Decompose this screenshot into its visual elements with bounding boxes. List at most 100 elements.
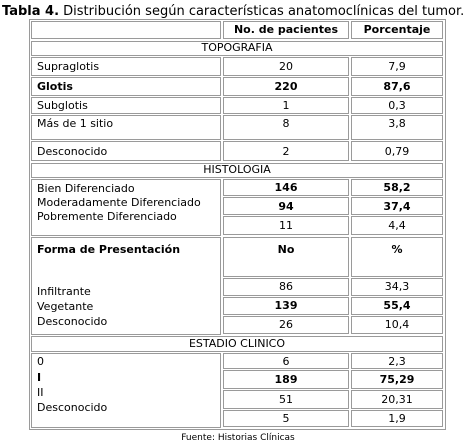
cell: [223, 216, 349, 235]
cell: [223, 21, 349, 39]
cell: [223, 141, 349, 161]
cell: [351, 390, 443, 409]
cell-value: 139: [274, 299, 298, 312]
row-label: Glotis: [37, 80, 73, 93]
cell: [223, 197, 349, 215]
cell: [31, 163, 443, 178]
cell-value: 37,4: [383, 200, 411, 213]
footer: Fuente: Historias Clínicas: [181, 433, 295, 443]
cell-value: 7,9: [388, 60, 406, 73]
cell: [223, 77, 349, 96]
cell-value: 34,3: [384, 280, 410, 293]
column-header: %: [391, 243, 403, 256]
row-label: Vegetante: [37, 300, 94, 313]
cell: [351, 278, 443, 296]
row-label: Subglotis: [37, 99, 88, 112]
cell-value: 146: [274, 181, 298, 194]
row-label: Infiltrante: [37, 285, 91, 298]
cell-value: 0,3: [388, 99, 406, 112]
cell: [351, 57, 443, 76]
row-label: Supraglotis: [37, 60, 100, 73]
section-title: HISTOLOGIA: [203, 163, 271, 176]
table-border: [29, 19, 446, 430]
cell: [351, 216, 443, 235]
cell: [31, 21, 221, 39]
cell-value: 6: [282, 355, 290, 368]
cell-value: 58,2: [383, 181, 411, 194]
cell-value: 86: [279, 280, 293, 293]
cell-value: 55,4: [383, 299, 411, 312]
row-label: Pobremente Diferenciado: [37, 210, 177, 223]
cell: [351, 97, 443, 114]
row-label: Bien Diferenciado: [37, 182, 135, 195]
cell-value: 5: [282, 412, 290, 425]
cell-value: 20,31: [381, 393, 413, 406]
cell-value: 189: [274, 373, 298, 386]
caption-label: Tabla 4.: [2, 4, 60, 19]
cell: [31, 141, 221, 161]
caption-text: Distribución según características anato…: [63, 4, 465, 19]
caption: Tabla 4. Distribución según característi…: [2, 4, 464, 20]
cell: [351, 179, 443, 196]
cell: [223, 297, 349, 315]
cell: [351, 316, 443, 334]
cell-value: 2,3: [388, 355, 406, 368]
cell: [351, 115, 443, 140]
cell-value: 11: [279, 219, 293, 232]
cell-value: 51: [279, 393, 293, 406]
cell-value: 94: [278, 200, 294, 213]
column-header: No: [277, 243, 295, 256]
cell: [351, 237, 443, 277]
cell: [351, 77, 443, 96]
cell: [31, 77, 221, 96]
cell: [223, 390, 349, 409]
row-label: Desconocido: [37, 401, 108, 414]
section-title: TOPOGRAFIA: [201, 41, 273, 54]
cell: [223, 370, 349, 389]
row-label: Desconocido: [37, 315, 108, 328]
cell: [31, 336, 443, 352]
cell: [223, 237, 349, 277]
cell: [223, 278, 349, 296]
cell: [223, 179, 349, 196]
column-header: Porcentaje: [363, 23, 431, 36]
row-label: Moderadamente Diferenciado: [37, 196, 201, 209]
cell: [351, 21, 443, 39]
cell: [31, 353, 221, 428]
row-label: 0: [37, 355, 44, 368]
cell: [223, 316, 349, 334]
cell: [223, 57, 349, 76]
cell-value: 220: [274, 80, 298, 93]
cell: [31, 41, 443, 56]
cell: [31, 237, 221, 335]
section-title: ESTADIO CLINICO: [188, 337, 286, 350]
column-header: No. de pacientes: [233, 23, 339, 36]
row-label: II: [37, 386, 44, 399]
cell: [31, 115, 221, 140]
cell: [31, 57, 221, 76]
row-label: Más de 1 sitio: [37, 117, 114, 130]
cell-value: 0,79: [384, 145, 410, 158]
cell-value: 8: [282, 117, 290, 130]
cell-value: 20: [279, 60, 293, 73]
cell-value: 10,4: [384, 318, 410, 331]
cell: [31, 179, 221, 236]
cell: [351, 297, 443, 315]
cell: [351, 197, 443, 215]
cell-value: 87,6: [383, 80, 411, 93]
row-label: Forma de Presentación: [37, 243, 181, 256]
cell: [351, 410, 443, 427]
row-label: Desconocido: [37, 145, 108, 158]
cell: [351, 370, 443, 389]
cell: [223, 353, 349, 369]
cell-value: 75,29: [379, 373, 415, 386]
cell-value: 1,9: [388, 412, 406, 425]
row-label: I: [37, 371, 42, 384]
cell: [223, 97, 349, 114]
cell: [223, 115, 349, 140]
cell: [351, 353, 443, 369]
cell-value: 26: [279, 318, 293, 331]
cell: [223, 410, 349, 427]
cell-value: 2: [282, 145, 290, 158]
